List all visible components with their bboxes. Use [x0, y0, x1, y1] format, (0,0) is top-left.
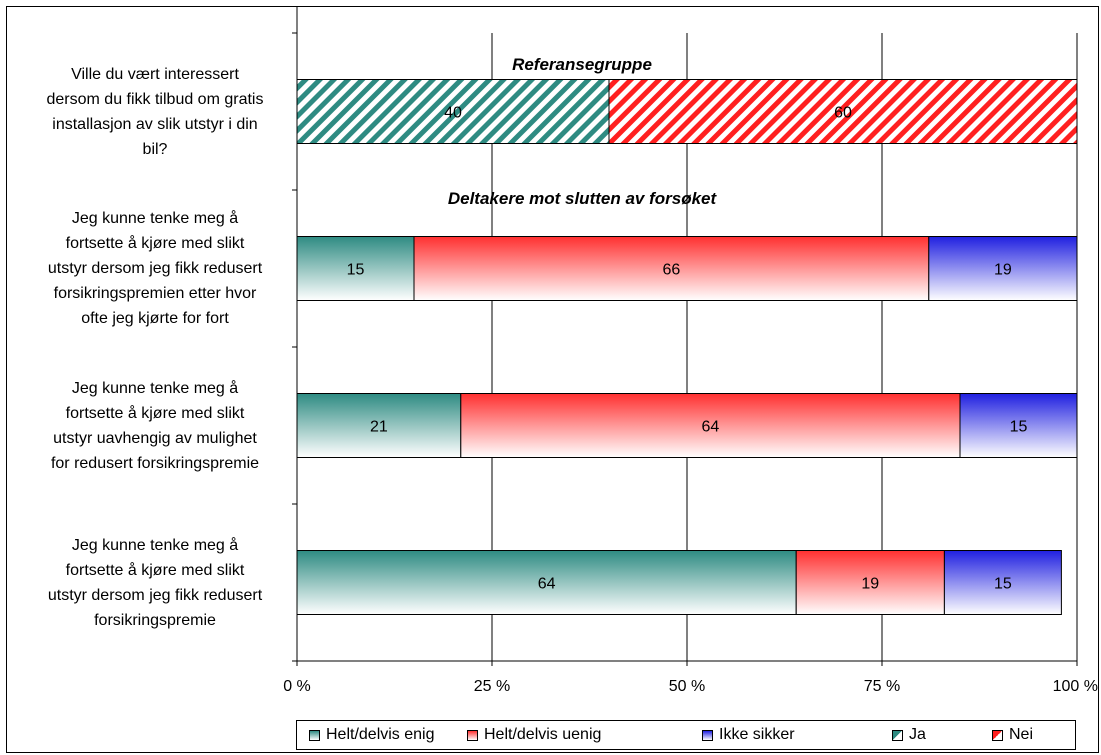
category-label-0: Ville du vært interessert dersom du fikk …: [17, 62, 293, 162]
category-label-line: forsikringspremie: [94, 611, 216, 629]
category-label-line: utstyr dersom jeg fikk redusert: [47, 260, 263, 277]
bar-3-helt-delvis-uenig: [795, 550, 945, 615]
category-label-line: Ville du vært interessert: [71, 65, 239, 83]
category-label-line: bil?: [142, 140, 168, 158]
chart-plot: 40 60 15 66 19 21 64 15 64 19 15 0 % 25 % 50 % 75 % 10…: [283, 7, 1098, 695]
category-label-line: dersom du fikk tilbud om gratis: [46, 90, 264, 108]
category-label-line: for redusert forsikringspremie: [50, 454, 260, 472]
category-label-line: forsikringspremien etter hvor: [53, 285, 257, 302]
bar-0-ja: [296, 79, 610, 144]
legend-item-helt-delvis-enig: Helt/delvis enig: [309, 726, 435, 744]
annotation-deltakere: Deltakere mot slutten av forsøket: [448, 189, 718, 208]
data-label-3-1: 19: [861, 576, 879, 593]
bar-1-helt-delvis-uenig: [413, 236, 930, 301]
category-label-line: utstyr dersom jeg fikk redusert: [47, 586, 263, 604]
category-label-line: ofte jeg kjørte for fort: [81, 310, 229, 327]
category-label-2: Jeg kunne tenke meg å fortsette å kjøre m…: [17, 376, 293, 476]
legend-label: Helt/delvis uenig: [484, 726, 602, 743]
data-label-2-1: 64: [702, 419, 720, 436]
legend-item-ja: Ja: [892, 726, 926, 744]
bar-0-nei: [608, 79, 1078, 144]
data-label-2-2: 15: [1010, 419, 1028, 436]
legend-label: Helt/delvis enig: [326, 726, 435, 743]
bar-1-helt-delvis-enig: [296, 236, 415, 301]
legend-swatch: [702, 729, 713, 741]
bar-2-ikke-sikker: [959, 393, 1078, 458]
x-tick-label: 25 %: [474, 678, 510, 695]
bar-3-helt-delvis-enig: [296, 550, 797, 615]
x-tick-label: 75 %: [864, 678, 900, 695]
data-label-1-2: 19: [994, 262, 1012, 279]
category-label-line: Jeg kunne tenke meg å: [71, 379, 239, 397]
x-tick-label: 100 %: [1053, 678, 1098, 695]
legend-item-helt-delvis-uenig: Helt/delvis uenig: [467, 726, 601, 744]
data-label-1-1: 66: [663, 262, 681, 279]
data-label-3-2: 15: [994, 576, 1012, 593]
legend-item-ikke-sikker: Ikke sikker: [702, 726, 795, 744]
category-label-3: Jeg kunne tenke meg å fortsette å kjøre m…: [17, 533, 293, 633]
category-label-line: Jeg kunne tenke meg å: [71, 536, 239, 554]
category-label-line: fortsette å kjøre med slikt: [65, 404, 245, 422]
bar-2-helt-delvis-uenig: [460, 393, 961, 458]
data-label-1-0: 15: [347, 262, 365, 279]
legend-label: Ikke sikker: [719, 726, 795, 743]
data-label-0-0: 40: [444, 105, 462, 122]
data-label-2-0: 21: [370, 419, 388, 436]
data-label-0-1: 60: [834, 105, 852, 122]
x-tick-label: 0 %: [283, 678, 311, 695]
legend-swatch: [467, 729, 478, 741]
legend-swatch: [992, 729, 1003, 741]
legend-swatch: [892, 729, 903, 741]
category-label-1: Jeg kunne tenke meg å fortsette å kjøre m…: [17, 206, 293, 331]
legend-label: Nei: [1009, 726, 1034, 743]
category-label-line: Jeg kunne tenke meg å: [71, 210, 239, 227]
bar-1-ikke-sikker: [928, 236, 1078, 301]
chart-legend: Helt/delvis enig Helt/delvis uenig Ikke si…: [296, 720, 1076, 750]
legend-swatch: [309, 729, 320, 741]
legend-label: Ja: [909, 726, 926, 743]
bar-3-ikke-sikker: [943, 550, 1062, 615]
category-label-line: fortsette å kjøre med slikt: [65, 235, 245, 252]
legend-item-nei: Nei: [992, 726, 1033, 744]
x-tick-label: 50 %: [669, 678, 705, 695]
annotation-referansegruppe: Referansegruppe: [512, 55, 652, 74]
category-label-line: utstyr uavhengig av mulighet: [53, 429, 257, 447]
category-label-line: fortsette å kjøre med slikt: [65, 561, 245, 579]
category-label-line: installasjon av slik utstyr i din: [52, 115, 258, 133]
data-label-3-0: 64: [538, 576, 556, 593]
chart-frame: 40 60 15 66 19 21 64 15 64 19 15 0 % 25 % 50 % 75 % 10…: [6, 6, 1099, 753]
